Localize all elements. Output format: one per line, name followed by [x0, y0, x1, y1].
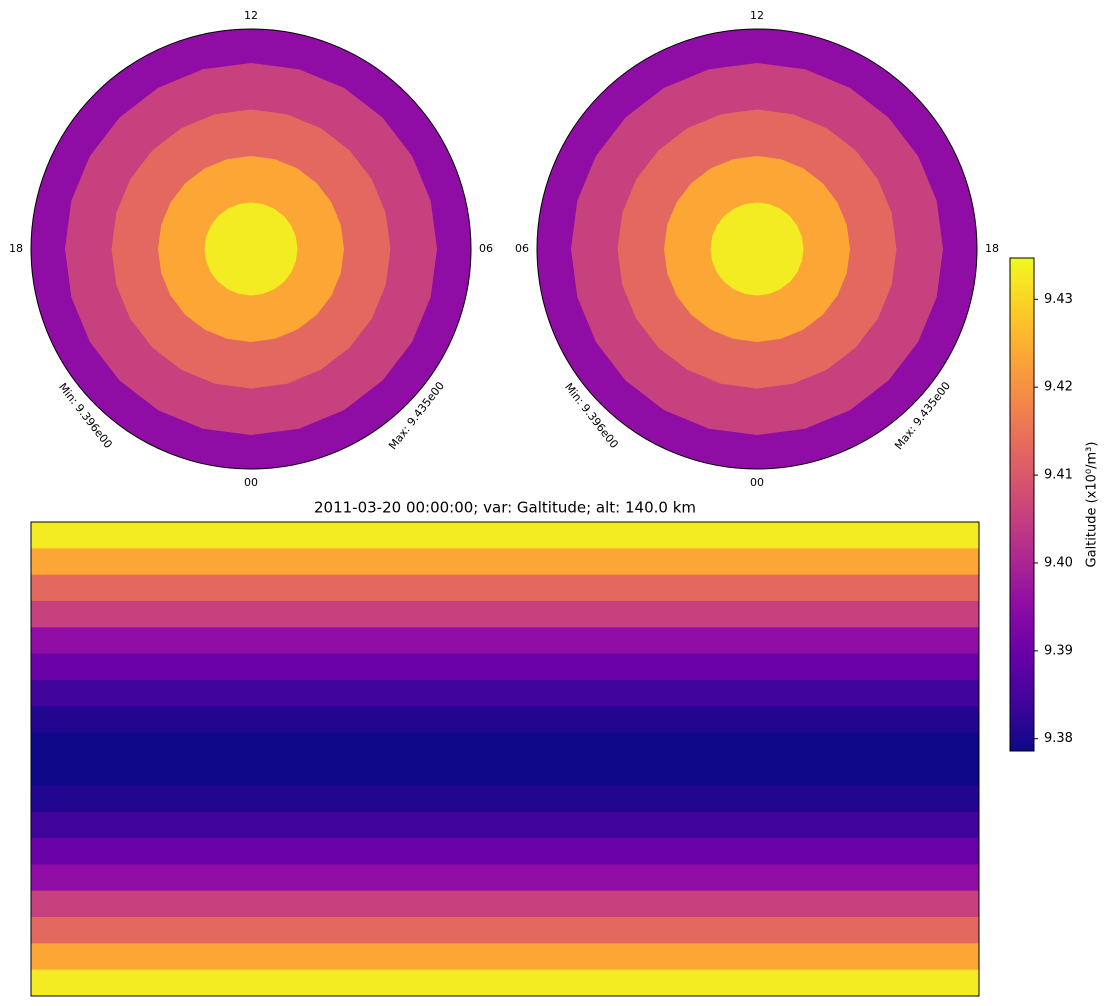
- latitude-band: [31, 627, 979, 655]
- hour-label: 18: [9, 242, 23, 255]
- colorbar-tick-label: 9.42: [1044, 380, 1073, 395]
- latitude-band: [31, 601, 979, 628]
- hour-label: 06: [515, 242, 529, 255]
- latitude-band: [31, 653, 979, 681]
- latitude-band: [31, 548, 979, 576]
- latitude-band: [31, 680, 979, 707]
- colorbar-label: Galtitude (x10⁰/m³): [1085, 442, 1100, 568]
- hour-label: 12: [750, 9, 764, 22]
- map-title: 2011-03-20 00:00:00; var: Galtitude; alt…: [314, 499, 696, 517]
- latitude-band: [31, 574, 979, 602]
- latitude-band: [31, 811, 979, 839]
- latitude-band: [31, 943, 979, 971]
- latitude-band: [31, 838, 979, 865]
- latitude-band: [31, 890, 979, 918]
- latitude-band: [31, 864, 979, 892]
- latitude-band: [31, 785, 979, 813]
- latitude-band: [31, 522, 979, 549]
- colorbar-tick-label: 9.43: [1044, 292, 1073, 307]
- latitude-band: [31, 917, 979, 944]
- latitude-band: [31, 969, 979, 997]
- latitude-band: [31, 706, 979, 734]
- map-frame: [30, 521, 980, 997]
- hour-label: 00: [750, 476, 764, 489]
- latitude-band: [31, 759, 979, 786]
- polar-band: [710, 202, 804, 296]
- hour-label: 06: [479, 242, 493, 255]
- colorbar-tick-label: 9.38: [1044, 731, 1073, 746]
- colorbar-tick-label: 9.41: [1044, 468, 1073, 483]
- polar-band: [204, 202, 298, 296]
- colorbar: [1009, 257, 1035, 752]
- hour-label: 00: [244, 476, 258, 489]
- colorbar-tick-label: 9.39: [1044, 643, 1073, 658]
- hour-label: 18: [985, 242, 999, 255]
- colorbar-tick-label: 9.40: [1044, 555, 1073, 570]
- polar-frame: [30, 28, 472, 470]
- hour-label: 12: [244, 9, 258, 22]
- polar-frame: [536, 28, 978, 470]
- latitude-band: [31, 732, 979, 760]
